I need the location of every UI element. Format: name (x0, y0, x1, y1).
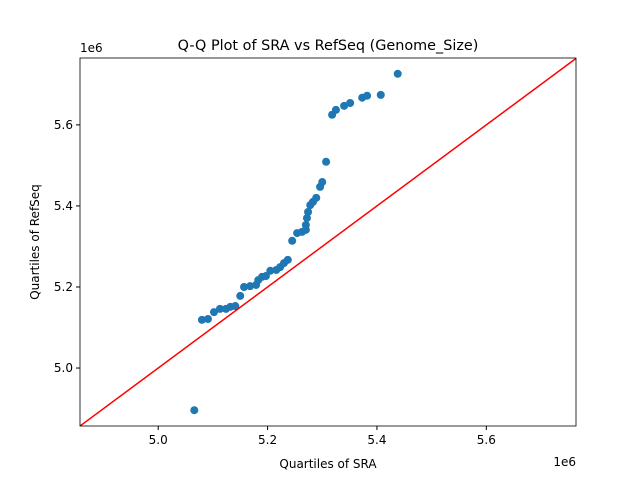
x-tick-label: 5.2 (258, 433, 277, 447)
y-tick-label: 5.6 (54, 118, 73, 132)
y-tick-label: 5.2 (54, 280, 73, 294)
point (301, 220, 310, 229)
x-offset-label: 1e6 (553, 455, 576, 469)
point (261, 272, 270, 281)
point (363, 91, 372, 100)
point (231, 302, 240, 311)
point (304, 208, 313, 217)
point (312, 193, 321, 202)
axes-frame (79, 57, 577, 427)
point (209, 308, 218, 317)
y-axis-label: Quartiles of RefSeq (28, 184, 42, 300)
point (393, 69, 402, 78)
point (340, 101, 349, 110)
point (190, 406, 199, 415)
point (331, 105, 340, 114)
x-tick-label: 5.0 (149, 433, 168, 447)
y-tick-label: 5.0 (54, 361, 73, 375)
point (266, 266, 275, 275)
y-offset-label: 1e6 (80, 41, 103, 55)
point (288, 236, 297, 245)
reference-line (80, 58, 576, 426)
point (376, 90, 385, 99)
chart-title: Q-Q Plot of SRA vs RefSeq (Genome_Size) (178, 38, 479, 54)
point (236, 291, 245, 300)
point (203, 315, 212, 324)
x-tick-label: 5.4 (367, 433, 386, 447)
point (318, 178, 327, 187)
x-axis-label: Quartiles of SRA (279, 457, 377, 471)
point (240, 282, 249, 291)
point (346, 98, 355, 107)
point (246, 282, 255, 291)
plot-area (80, 58, 576, 426)
point (197, 315, 206, 324)
point (215, 304, 224, 313)
point (302, 214, 311, 223)
y-tick-label: 5.4 (54, 199, 73, 213)
x-tick-label: 5.6 (477, 433, 496, 447)
point (322, 157, 331, 166)
point (283, 255, 292, 264)
